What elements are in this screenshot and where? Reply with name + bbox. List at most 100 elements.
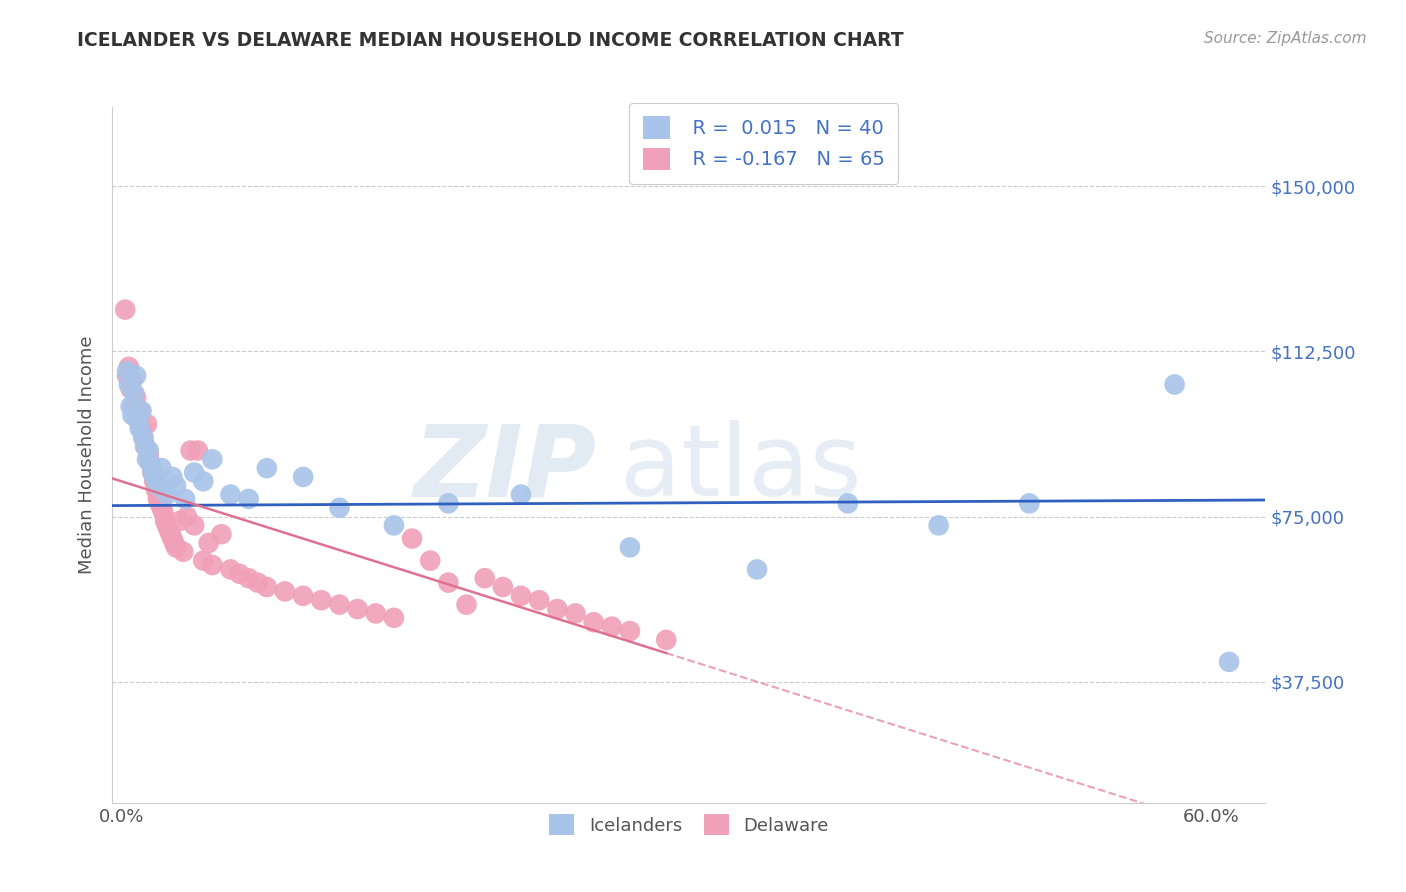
Point bbox=[138, 443, 160, 458]
Point bbox=[600, 620, 623, 634]
Point bbox=[274, 584, 297, 599]
Point bbox=[187, 443, 209, 458]
Point bbox=[141, 466, 163, 480]
Point bbox=[228, 566, 250, 581]
Point bbox=[131, 421, 153, 435]
Point bbox=[145, 483, 167, 497]
Point bbox=[125, 391, 148, 405]
Point bbox=[510, 589, 533, 603]
Point bbox=[134, 439, 156, 453]
Point bbox=[382, 611, 405, 625]
Point bbox=[619, 541, 641, 555]
Point bbox=[582, 615, 605, 630]
Point bbox=[364, 607, 387, 621]
Point bbox=[121, 373, 143, 387]
Point bbox=[401, 532, 423, 546]
Point bbox=[114, 302, 136, 317]
Point bbox=[437, 575, 460, 590]
Point bbox=[1018, 496, 1040, 510]
Point bbox=[246, 575, 269, 590]
Point bbox=[183, 518, 205, 533]
Point bbox=[437, 496, 460, 510]
Point bbox=[163, 536, 186, 550]
Point bbox=[122, 400, 145, 414]
Point bbox=[150, 461, 173, 475]
Point bbox=[292, 589, 315, 603]
Point bbox=[209, 527, 232, 541]
Point bbox=[197, 536, 219, 550]
Point bbox=[115, 364, 138, 378]
Point bbox=[139, 457, 162, 471]
Point bbox=[311, 593, 333, 607]
Point bbox=[346, 602, 368, 616]
Point bbox=[136, 417, 159, 431]
Point bbox=[456, 598, 478, 612]
Point bbox=[219, 562, 242, 576]
Point bbox=[159, 527, 181, 541]
Point bbox=[150, 500, 173, 515]
Point bbox=[121, 409, 143, 423]
Text: ICELANDER VS DELAWARE MEDIAN HOUSEHOLD INCOME CORRELATION CHART: ICELANDER VS DELAWARE MEDIAN HOUSEHOLD I… bbox=[77, 31, 904, 50]
Point bbox=[165, 479, 187, 493]
Point bbox=[201, 558, 224, 572]
Point bbox=[745, 562, 768, 576]
Point bbox=[157, 523, 180, 537]
Point bbox=[122, 386, 145, 401]
Point bbox=[219, 487, 242, 501]
Point bbox=[156, 487, 179, 501]
Point bbox=[169, 514, 191, 528]
Point bbox=[156, 518, 179, 533]
Point bbox=[183, 466, 205, 480]
Point bbox=[120, 382, 142, 396]
Point bbox=[1163, 377, 1185, 392]
Text: Source: ZipAtlas.com: Source: ZipAtlas.com bbox=[1204, 31, 1367, 46]
Point bbox=[118, 359, 141, 374]
Point bbox=[546, 602, 568, 616]
Point bbox=[492, 580, 515, 594]
Point bbox=[382, 518, 405, 533]
Point bbox=[193, 553, 215, 567]
Point bbox=[655, 632, 678, 647]
Point bbox=[510, 487, 533, 501]
Point bbox=[238, 491, 260, 506]
Point bbox=[419, 553, 441, 567]
Point bbox=[143, 470, 166, 484]
Point bbox=[146, 479, 169, 493]
Point bbox=[128, 404, 150, 418]
Point bbox=[165, 541, 187, 555]
Legend: Icelanders, Delaware: Icelanders, Delaware bbox=[538, 804, 839, 846]
Point bbox=[837, 496, 859, 510]
Point bbox=[136, 452, 159, 467]
Point bbox=[256, 461, 278, 475]
Point bbox=[141, 466, 163, 480]
Point bbox=[1218, 655, 1240, 669]
Point bbox=[162, 532, 184, 546]
Point bbox=[125, 368, 148, 383]
Point bbox=[619, 624, 641, 638]
Point bbox=[176, 509, 198, 524]
Point bbox=[153, 514, 176, 528]
Point bbox=[172, 545, 194, 559]
Point bbox=[474, 571, 496, 585]
Point bbox=[328, 598, 350, 612]
Point bbox=[180, 443, 202, 458]
Point bbox=[328, 500, 350, 515]
Point bbox=[138, 448, 160, 462]
Point bbox=[193, 475, 215, 489]
Point bbox=[162, 470, 184, 484]
Point bbox=[174, 491, 197, 506]
Point bbox=[146, 491, 169, 506]
Point bbox=[127, 413, 149, 427]
Point bbox=[527, 593, 550, 607]
Text: ZIP: ZIP bbox=[413, 420, 596, 517]
Point bbox=[928, 518, 950, 533]
Point bbox=[134, 439, 156, 453]
Point bbox=[132, 430, 155, 444]
Text: atlas: atlas bbox=[620, 420, 862, 517]
Point bbox=[118, 377, 141, 392]
Point bbox=[132, 430, 155, 444]
Point bbox=[120, 400, 142, 414]
Point bbox=[149, 496, 172, 510]
Point bbox=[152, 505, 174, 519]
Point bbox=[115, 368, 138, 383]
